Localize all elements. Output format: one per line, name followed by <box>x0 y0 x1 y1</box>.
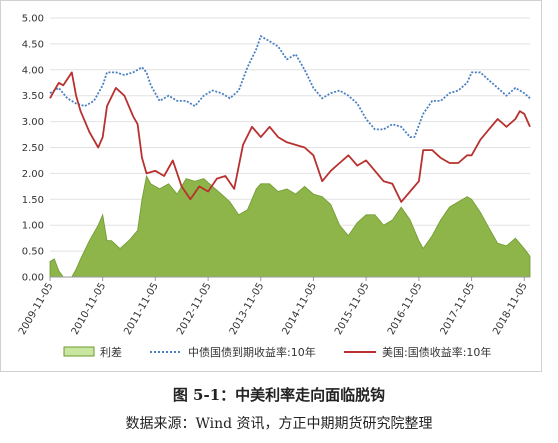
y-tick-label: 4.50 <box>22 39 44 50</box>
legend-label-spread: 利差 <box>100 345 122 359</box>
x-tick-label: 2011-11-05 <box>122 281 161 337</box>
x-tick-label: 2012-11-05 <box>175 281 214 337</box>
legend-label-us: 美国:国债收益率:10年 <box>382 345 491 359</box>
y-tick-label: 4.00 <box>22 65 44 76</box>
figure-caption-source: 数据来源：Wind 资讯，方正中期期货研究院整理 <box>125 416 433 432</box>
chart-svg: 0.00 0.50 1.00 1.50 2.00 2.50 3.00 3.50 4.00 4.50… <box>17 14 531 359</box>
x-tick-label: 2017-11-05 <box>439 281 478 337</box>
y-tick-label: 3.50 <box>22 91 44 102</box>
legend-label-china: 中债国债到期收益率:10年 <box>188 345 316 359</box>
legend-swatch-spread <box>63 346 95 357</box>
x-tick-label: 2010-11-05 <box>70 281 109 337</box>
y-tick-label: 0.00 <box>22 273 44 284</box>
y-tick-label: 3.00 <box>22 117 44 128</box>
y-tick-label: 2.50 <box>22 143 44 154</box>
y-tick-label: 0.50 <box>22 247 44 258</box>
x-tick-label: 2015-11-05 <box>333 281 372 337</box>
x-tick-label: 2014-11-05 <box>280 281 319 337</box>
y-tick-label: 1.50 <box>22 195 44 206</box>
y-tick-label: 2.00 <box>22 169 44 180</box>
x-tick-label: 2013-11-05 <box>228 281 267 337</box>
x-tick-label: 2018-11-05 <box>491 281 530 337</box>
y-tick-label: 1.00 <box>22 221 44 232</box>
x-tick-label: 2016-11-05 <box>386 281 425 337</box>
x-tick-label: 2009-11-05 <box>17 281 56 337</box>
series-layer <box>49 35 531 278</box>
series-area-spread <box>49 174 531 278</box>
series-line-us <box>49 71 531 203</box>
figure-caption-title: 图 5-1：中美利率走向面临脱钩 <box>172 386 386 404</box>
series-line-china <box>49 35 531 138</box>
legend: 利差 中债国债到期收益率:10年 美国:国债收益率:10年 <box>63 345 491 359</box>
axis-layer: 0.00 0.50 1.00 1.50 2.00 2.50 3.00 3.50 4.00 4.50… <box>17 14 530 337</box>
y-tick-label: 5.00 <box>22 14 44 25</box>
